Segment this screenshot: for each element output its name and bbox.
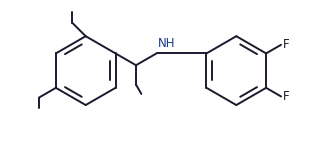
Text: F: F: [283, 90, 290, 103]
Text: F: F: [283, 38, 290, 51]
Text: NH: NH: [157, 37, 175, 50]
